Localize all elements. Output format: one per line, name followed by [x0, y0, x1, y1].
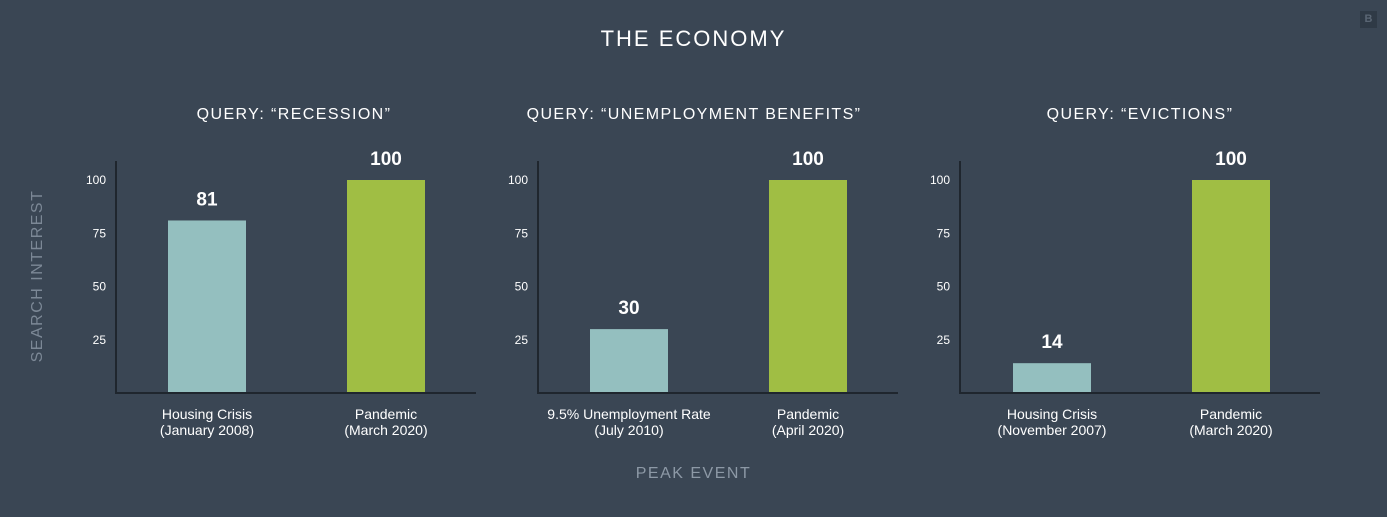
- chart-title: THE ECONOMY: [600, 26, 787, 51]
- y-tick-label: 75: [515, 226, 529, 240]
- category-label-line: 9.5% Unemployment Rate: [547, 406, 711, 422]
- category-label-line: Pandemic: [354, 406, 418, 422]
- y-tick-label: 25: [515, 333, 529, 347]
- bar-pandemic: [347, 180, 425, 393]
- category-label-housing-crisis: Housing Crisis (January 2008): [107, 406, 307, 438]
- category-label-line: (January 2008): [159, 422, 255, 438]
- bar-value-label: 100: [370, 149, 402, 170]
- category-label-line: Housing Crisis: [161, 406, 253, 422]
- y-tick-label: 100: [508, 173, 528, 187]
- y-tick-label: 50: [937, 280, 951, 294]
- category-label-line: (March 2020): [344, 422, 428, 438]
- bar-pandemic: [1192, 180, 1270, 393]
- y-tick-label: 100: [930, 173, 950, 187]
- category-label-line: Pandemic: [776, 406, 840, 422]
- y-tick-label: 50: [93, 280, 107, 294]
- category-label-line: Pandemic: [1199, 406, 1263, 422]
- category-label-line: (November 2007): [997, 422, 1107, 438]
- bar-housing-crisis: [168, 220, 246, 393]
- evictions-chart-panel: QUERY: “EVICTIONS” 25 50 75 100 14 100 Housin…: [0, 0, 1320, 517]
- x-axis-title: PEAK EVENT: [635, 465, 752, 482]
- y-tick-label: 100: [86, 173, 106, 187]
- category-label-pandemic: Pandemic (April 2020): [708, 406, 908, 438]
- recession-chart-panel: QUERY: “RECESSION” 25 50 75 100 81 100 Housin…: [0, 0, 476, 517]
- bar-value-label: 14: [1041, 332, 1063, 353]
- category-label-line: (April 2020): [771, 422, 845, 438]
- bar-value-label: 30: [618, 298, 639, 319]
- bar-pandemic: [769, 180, 847, 393]
- y-tick-label: 25: [93, 333, 107, 347]
- category-label-pandemic: Pandemic (March 2020): [1131, 406, 1331, 438]
- unemployment-benefits-chart-panel: QUERY: “UNEMPLOYMENT BENEFITS” 25 50 75 100…: [0, 0, 898, 517]
- panel-title-unemployment-benefits: QUERY: “UNEMPLOYMENT BENEFITS”: [526, 106, 862, 123]
- bar-value-label: 100: [1215, 149, 1247, 170]
- unemployment-benefits-chart: 25 50 75 100 30 100: [508, 149, 898, 394]
- panel-title-evictions: QUERY: “EVICTIONS”: [1046, 106, 1234, 123]
- y-tick-label: 75: [93, 226, 107, 240]
- bar-value-label: 100: [792, 149, 824, 170]
- category-label-line: Housing Crisis: [1006, 406, 1098, 422]
- panel-title-recession: QUERY: “RECESSION”: [196, 106, 392, 123]
- category-label-housing-crisis: Housing Crisis (November 2007): [952, 406, 1152, 438]
- y-tick-label: 75: [937, 226, 951, 240]
- category-label-unemployment-rate: 9.5% Unemployment Rate (July 2010): [529, 406, 729, 438]
- y-tick-label: 50: [515, 280, 529, 294]
- bar-unemployment-rate: [590, 329, 668, 393]
- category-label-pandemic: Pandemic (March 2020): [286, 406, 486, 438]
- category-label-line: (July 2010): [594, 422, 664, 438]
- bar-housing-crisis: [1013, 363, 1091, 393]
- category-label-line: (March 2020): [1189, 422, 1273, 438]
- brand-logo-icon: B: [1360, 11, 1377, 28]
- recession-chart: 25 50 75 100 81 100: [86, 149, 476, 394]
- y-tick-label: 25: [937, 333, 951, 347]
- bar-value-label: 81: [196, 189, 218, 210]
